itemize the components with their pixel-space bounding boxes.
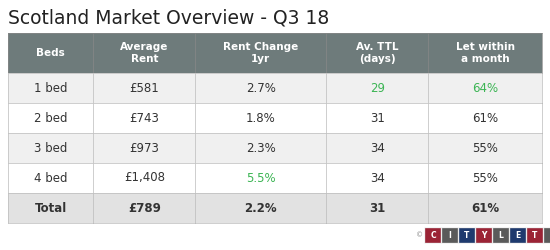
Text: £581: £581: [129, 82, 159, 94]
Text: Scotland Market Overview - Q3 18: Scotland Market Overview - Q3 18: [8, 8, 329, 28]
Text: £789: £789: [128, 202, 161, 214]
Text: L: L: [498, 231, 503, 240]
Text: 61%: 61%: [471, 202, 499, 214]
Text: 2.2%: 2.2%: [245, 202, 277, 214]
Text: 29: 29: [370, 82, 385, 94]
Text: Total: Total: [35, 202, 67, 214]
Text: 55%: 55%: [472, 142, 498, 154]
Text: £1,408: £1,408: [124, 172, 165, 184]
Text: I: I: [449, 231, 452, 240]
Text: S: S: [549, 231, 550, 240]
Text: 3 bed: 3 bed: [34, 142, 67, 154]
Text: 31: 31: [369, 202, 386, 214]
Text: 5.5%: 5.5%: [246, 172, 276, 184]
Text: 1.8%: 1.8%: [246, 112, 276, 124]
Text: £973: £973: [129, 142, 160, 154]
Text: Y: Y: [481, 231, 487, 240]
Text: 31: 31: [370, 112, 384, 124]
Text: T: T: [464, 231, 470, 240]
Text: 2 bed: 2 bed: [34, 112, 67, 124]
Text: C: C: [430, 231, 436, 240]
Text: ©: ©: [416, 232, 424, 238]
Text: 34: 34: [370, 172, 384, 184]
Text: 64%: 64%: [472, 82, 498, 94]
Text: T: T: [532, 231, 538, 240]
Text: 2.7%: 2.7%: [246, 82, 276, 94]
Text: 2.3%: 2.3%: [246, 142, 276, 154]
Text: Rent Change
1yr: Rent Change 1yr: [223, 42, 299, 64]
Text: E: E: [515, 231, 521, 240]
Text: Beds: Beds: [36, 48, 65, 58]
Text: 55%: 55%: [472, 172, 498, 184]
Text: £743: £743: [129, 112, 160, 124]
Text: 4 bed: 4 bed: [34, 172, 67, 184]
Text: Av. TTL
(days): Av. TTL (days): [356, 42, 399, 64]
Text: 34: 34: [370, 142, 384, 154]
Text: Average
Rent: Average Rent: [120, 42, 168, 64]
Text: 61%: 61%: [472, 112, 498, 124]
Text: 1 bed: 1 bed: [34, 82, 67, 94]
Text: Let within
a month: Let within a month: [456, 42, 515, 64]
